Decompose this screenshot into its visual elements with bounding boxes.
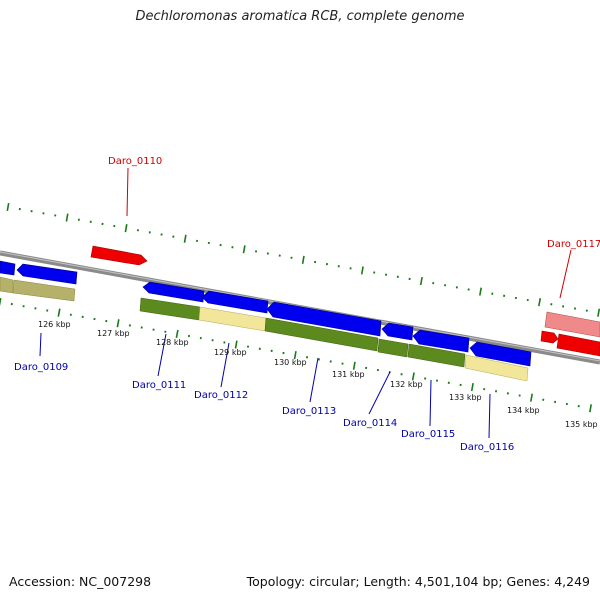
reverse-scale-ticks [0,297,592,413]
gene-reverse-3[interactable] [142,281,205,303]
feature-olive-2 [264,317,379,352]
label-daro-0111[interactable]: Daro_0111 [132,380,186,391]
gene-reverse-6[interactable] [381,322,414,341]
scale-label-group: 126 kbp 127 kbp 128 kbp 129 kbp 130 kbp … [38,320,598,429]
label-daro-0112[interactable]: Daro_0112 [194,390,248,401]
forward-scale-major-tick [183,234,187,243]
scale-label-133: 133 kbp [449,393,482,402]
scale-label-132: 132 kbp [390,380,423,389]
gene-reverse-5[interactable] [266,301,382,337]
gene-daro-0110[interactable] [90,245,148,266]
feature-khaki-left-a [0,276,14,294]
reverse-scale-major-tick [57,308,61,317]
gene-reverse-4[interactable] [201,290,269,314]
leader-daro-0112 [220,342,230,388]
scale-label-129: 129 kbp [214,348,247,357]
forward-scale-major-tick [124,224,128,233]
genome-summary-text: Topology: circular; Length: 4,501,104 bp… [246,574,590,589]
reverse-scale-major-tick [470,382,474,392]
leader-daro-0109 [39,332,42,357]
label-leaders [39,167,572,439]
feature-track [0,276,529,382]
label-daro-0117[interactable]: Daro_0117 [547,239,600,250]
forward-scale-major-tick [419,276,423,286]
scale-label-135: 135 kbp [565,420,598,429]
feature-khaki-left-b [12,279,76,302]
reverse-scale-major-tick [293,351,297,360]
reverse-scale-major-tick [411,372,415,381]
reverse-scale-major-tick [116,319,120,328]
scale-label-127: 127 kbp [97,329,130,338]
map-title: Dechloromonas aromatica RCB, complete ge… [135,9,465,24]
label-daro-0113[interactable]: Daro_0113 [282,406,336,417]
reverse-scale-major-tick [234,340,238,349]
gene-reverse-left-2[interactable] [16,263,78,285]
forward-scale-major-tick [538,298,542,307]
forward-scale-major-tick [360,266,364,275]
leader-daro-0115 [429,379,432,427]
gene-forward-right-small[interactable] [540,330,559,344]
reverse-genes [0,260,532,367]
forward-scale-major-tick [6,202,10,212]
gene-daro-0117[interactable] [556,333,600,357]
reverse-scale-major-tick [0,297,2,307]
label-daro-0114[interactable]: Daro_0114 [343,418,397,429]
gene-reverse-8[interactable] [469,341,532,367]
forward-genes [90,245,600,357]
forward-scale-major-tick [301,255,305,264]
feature-olive-3 [377,338,409,358]
leader-daro-0113 [309,357,319,403]
forward-scale-major-tick [65,213,69,222]
gene-reverse-left-1[interactable] [0,260,16,276]
reverse-scale-major-tick [175,329,179,338]
gene-label-group: Daro_0110 Daro_0117 Daro_0109 Daro_0111 … [14,156,600,453]
feature-yellow-2 [464,354,529,382]
leader-daro-0117 [559,249,572,299]
forward-scale-ticks [6,202,600,317]
label-daro-0116[interactable]: Daro_0116 [460,442,514,453]
label-daro-0110[interactable]: Daro_0110 [108,156,162,167]
label-daro-0115[interactable]: Daro_0115 [401,429,455,440]
scale-label-128: 128 kbp [156,338,189,347]
feature-olive-4 [407,343,466,368]
forward-scale-major-tick [479,287,482,296]
accession-text: Accession: NC_007298 [9,574,152,589]
gene-forward-right-light[interactable] [544,311,600,338]
gene-reverse-7[interactable] [412,329,470,353]
label-daro-0109[interactable]: Daro_0109 [14,362,68,373]
reverse-scale-major-tick [352,361,356,370]
scale-label-130: 130 kbp [274,358,307,367]
reverse-scale-major-tick [589,404,592,413]
leader-daro-0116 [488,393,491,439]
leader-daro-0111 [157,333,167,377]
scale-label-134: 134 kbp [507,406,540,415]
scale-label-131: 131 kbp [332,370,365,379]
forward-scale-major-tick [597,308,600,317]
feature-olive-1 [139,297,201,321]
forward-scale-major-tick [242,245,246,254]
leader-daro-0114 [368,371,391,415]
reverse-scale-major-tick [530,393,533,402]
leader-daro-0110 [126,167,129,217]
scale-label-126: 126 kbp [38,320,71,329]
